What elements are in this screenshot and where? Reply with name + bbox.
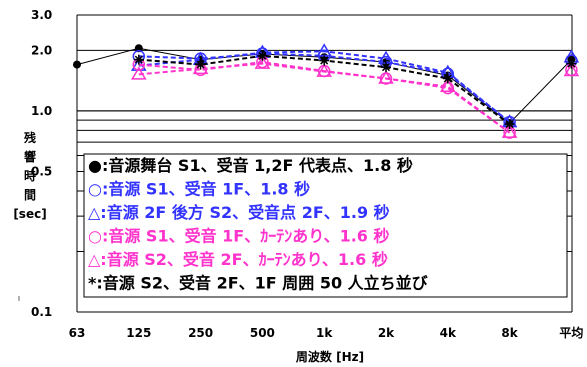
x-tick-label: 2k [378, 326, 395, 340]
legend-entry-6: *:音源 S2、受音 2F、1F 周囲 50 人立ち並び [88, 274, 429, 293]
y-tick-label: 0.1 [31, 305, 52, 319]
data-point [130, 66, 147, 80]
x-tick-label: 250 [188, 326, 213, 340]
series-line [138, 62, 511, 134]
y-tick-label: 0.5 [31, 164, 52, 178]
y-axis-unit: [sec] [13, 207, 46, 221]
x-tick-label: 4k [440, 326, 457, 340]
data-point [254, 55, 271, 69]
legend-box [83, 153, 568, 298]
x-tick-label: 63 [69, 326, 86, 340]
data-point [504, 119, 515, 130]
legend-entry-4: ○:音源 S1、受音 1F、ｶｰﾃﾝあり、1.6 秒 [88, 227, 390, 246]
legend-entry-3: △:音源 2F 後方 S2、受音点 2F、1.9 秒 [88, 203, 390, 222]
data-point [134, 44, 143, 53]
y-tick-label: 1.0 [31, 104, 52, 118]
data-point [133, 54, 144, 65]
data-point [73, 60, 81, 69]
y-axis-title-char: 間 [24, 188, 36, 202]
x-tick-label: 平均 [559, 325, 583, 340]
legend-entry-1: ●:音源舞台 S1、受音 1,2F 代表点、1.8 秒 [88, 156, 413, 175]
y-axis-title-char: 響 [24, 149, 36, 164]
x-tick-label: 125 [126, 326, 151, 340]
y-tick-label: 2.0 [31, 43, 52, 57]
data-point [501, 124, 518, 138]
y-axis-title-char: 時 [24, 168, 36, 183]
data-point [316, 63, 333, 77]
data-point [381, 62, 391, 73]
y-axis-title-char: 残 [24, 130, 36, 145]
data-point [439, 78, 456, 92]
series-line [138, 50, 511, 123]
legend: ●:音源舞台 S1、受音 1,2F 代表点、1.8 秒 ○:音源 S1、受音 1F… [83, 153, 568, 298]
x-axis-title: 周波数 [Hz] [296, 349, 364, 364]
legend-entry-5: △:音源 S2、受音 2F、ｶｰﾃﾝあり、1.6 秒 [88, 250, 388, 269]
data-point [195, 59, 206, 70]
axis-labels: 0.1 0.5 1.0 2.0 3.0 63 125 250 500 1k 2k 4k 8k 平均周波数 … [13, 8, 583, 364]
data-point [257, 50, 268, 61]
y-tick-label: 3.0 [31, 8, 52, 22]
legend-entry-2: ○:音源 S1、受音 1F、1.8 秒 [88, 180, 310, 199]
series-6 [133, 50, 577, 130]
x-tick-label: 8k [501, 326, 518, 340]
data-point [563, 63, 580, 77]
data-point [442, 73, 453, 84]
series-layer [73, 43, 580, 139]
series-3 [130, 43, 580, 128]
x-tick-label: 1k [316, 326, 333, 340]
data-point [378, 70, 394, 84]
data-point [319, 55, 330, 66]
data-point [566, 58, 577, 69]
x-tick-label: 500 [250, 326, 275, 340]
